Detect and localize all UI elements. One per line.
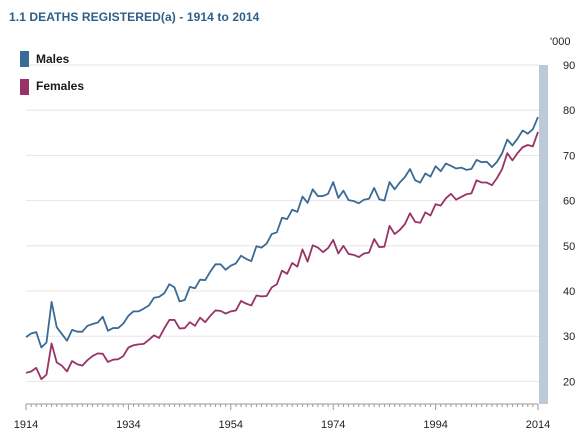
- y-tick-label: 50: [563, 241, 575, 253]
- y-tick-label: 40: [563, 286, 575, 298]
- x-tick-label: 1954: [219, 419, 243, 431]
- y-tick-label: 20: [563, 376, 575, 388]
- legend-swatch-females: [20, 79, 29, 95]
- x-tick-label: 1914: [14, 419, 38, 431]
- y-tick-labels: 20 30 40 50 60 70 80 90: [563, 60, 575, 388]
- y-tick-label: 90: [563, 60, 575, 72]
- y-unit-label: '000: [550, 36, 570, 48]
- legend-label-females: Females: [36, 79, 84, 93]
- y-tick-label: 70: [563, 150, 575, 162]
- y-axis-bar: [539, 65, 548, 404]
- x-tick-label: 1974: [321, 419, 345, 431]
- x-tick-label: 1934: [116, 419, 140, 431]
- x-tick-label: 2014: [526, 419, 550, 431]
- y-tick-label: 30: [563, 331, 575, 343]
- grid-lines: [26, 64, 539, 382]
- legend-swatch-males: [20, 51, 29, 67]
- series-line-females: [25, 131, 539, 381]
- legend: Males Females: [20, 51, 84, 95]
- series-lines: [25, 116, 539, 381]
- chart-title: 1.1 DEATHS REGISTERED(a) - 1914 to 2014: [9, 10, 260, 24]
- y-tick-label: 60: [563, 196, 575, 208]
- legend-label-males: Males: [36, 52, 70, 66]
- x-axis: [25, 403, 539, 410]
- series-line-males: [25, 116, 539, 349]
- x-tick-label: 1994: [423, 419, 447, 431]
- y-tick-label: 80: [563, 105, 575, 117]
- x-tick-labels: 1914 1934 1954 1974 1994 2014: [14, 419, 550, 431]
